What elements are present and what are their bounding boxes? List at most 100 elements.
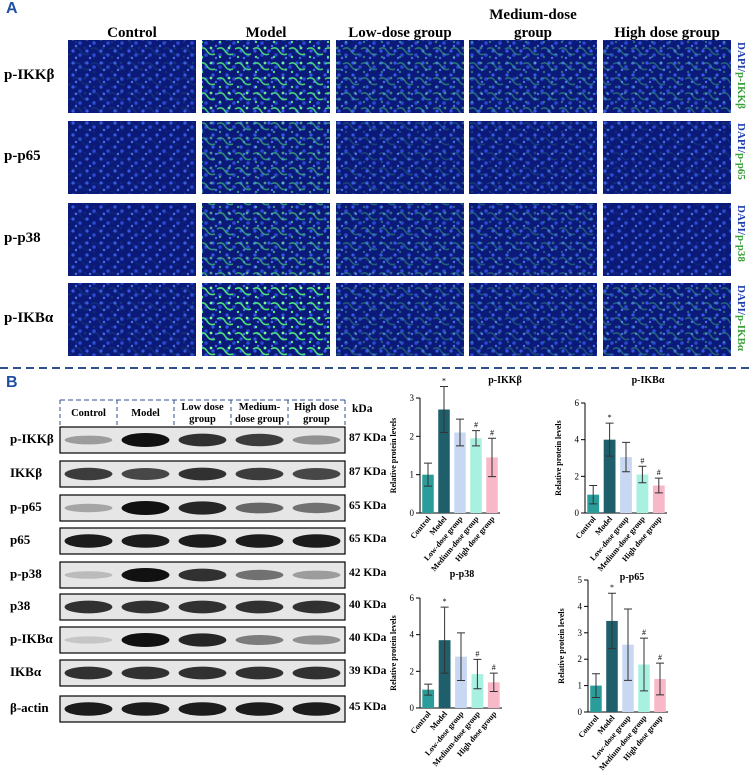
error-bar xyxy=(608,592,616,650)
kda-label: 40 KDa xyxy=(349,599,387,611)
blot-band xyxy=(292,468,341,480)
error-bar xyxy=(592,673,600,698)
group-label: Model xyxy=(131,408,160,419)
kda-label: 87 KDa xyxy=(349,466,387,478)
fluorescence-signal xyxy=(603,121,731,194)
chart-title: p-IKBα xyxy=(632,375,665,386)
blot-band xyxy=(64,503,113,513)
kda-label: 39 KDa xyxy=(349,665,387,677)
blot-band xyxy=(235,534,284,548)
error-bar xyxy=(440,606,449,674)
blot-band xyxy=(121,468,170,480)
fluorescence-signal xyxy=(202,121,330,194)
significance-mark: # xyxy=(640,456,644,465)
significance-mark: * xyxy=(442,377,446,386)
blot-band xyxy=(292,666,341,680)
blot-band xyxy=(121,433,170,447)
stain-part: DAPI/ xyxy=(735,123,747,153)
significance-mark: # xyxy=(492,663,496,672)
blot-band xyxy=(64,702,113,716)
blot-band xyxy=(178,433,227,447)
fluorescence-signal xyxy=(202,40,330,113)
y-tick-label: 3 xyxy=(578,628,583,638)
y-tick-label: 2 xyxy=(578,654,583,664)
y-axis-label: Relative protein levels xyxy=(557,608,566,683)
blot-band xyxy=(64,435,113,445)
bar xyxy=(422,474,434,513)
significance-mark: * xyxy=(608,413,612,422)
chart-title: p-IKKβ xyxy=(488,375,522,386)
significance-mark: # xyxy=(642,628,646,637)
fluorescence-signal xyxy=(202,203,330,276)
stain-part: DAPI/ xyxy=(735,205,747,235)
bar xyxy=(487,682,500,708)
significance-mark: # xyxy=(490,428,494,437)
significance-mark: # xyxy=(475,649,479,658)
y-tick-label: 1 xyxy=(578,681,583,691)
y-tick-label: 5 xyxy=(578,575,583,585)
bar xyxy=(620,457,632,513)
blot-label: p-IKKβ xyxy=(10,431,54,446)
y-tick-label: 0 xyxy=(410,508,415,518)
error-bar xyxy=(457,632,465,681)
error-bar xyxy=(472,430,480,447)
group-label: Medium-dose group xyxy=(234,402,285,425)
kda-label: 65 KDa xyxy=(349,500,387,512)
blot-band xyxy=(235,666,284,680)
bar xyxy=(471,674,484,708)
error-bar xyxy=(488,437,496,478)
column-header: Medium-dose group xyxy=(489,7,577,41)
fluorescence-signal xyxy=(336,203,464,276)
error-bar xyxy=(456,418,464,447)
bar xyxy=(486,457,498,513)
stain-label: DAPI/p-IKBα xyxy=(735,285,747,351)
blot-band xyxy=(235,702,284,716)
blot-band xyxy=(178,702,227,716)
bar xyxy=(438,640,451,708)
bar xyxy=(654,679,666,712)
y-axis-label: Relative protein levels xyxy=(554,420,563,495)
kda-label: 87 KDa xyxy=(349,432,387,444)
blot-band xyxy=(178,600,227,614)
row-label: p-IKBα xyxy=(4,309,54,326)
stain-label: DAPI/p-p65 xyxy=(735,123,747,180)
y-tick-label: 1 xyxy=(410,470,415,480)
error-bar xyxy=(656,662,664,696)
blot-band xyxy=(292,502,341,514)
blot-band xyxy=(235,600,284,614)
blot-band xyxy=(235,467,284,481)
fluorescence-signal xyxy=(336,283,464,356)
column-header: Low-dose group xyxy=(348,25,452,41)
blot-band xyxy=(178,568,227,582)
blot-band xyxy=(121,666,170,680)
kda-header: kDa xyxy=(352,403,373,415)
bar xyxy=(606,620,618,712)
kda-label: 42 KDa xyxy=(349,567,387,579)
blot-band xyxy=(121,633,170,647)
bar xyxy=(652,485,665,513)
stain-part: p-IKBα xyxy=(735,314,747,352)
blot-band xyxy=(121,501,170,515)
blot-band xyxy=(121,568,170,582)
significance-mark: # xyxy=(658,653,662,662)
blot-label: p-IKBα xyxy=(10,631,53,646)
blot-band xyxy=(121,600,170,614)
fluorescence-signal xyxy=(68,40,196,113)
bar xyxy=(454,432,466,513)
blot-band xyxy=(121,534,170,548)
blot-label: IKKβ xyxy=(10,465,43,480)
y-tick-label: 2 xyxy=(410,666,415,676)
y-tick-label: 4 xyxy=(578,601,583,611)
fluorescence-signal xyxy=(469,203,597,276)
stain-part: p-p65 xyxy=(735,152,747,180)
y-tick-label: 4 xyxy=(410,630,415,640)
y-tick-label: 0 xyxy=(410,703,415,713)
group-label: Control xyxy=(71,408,106,419)
y-tick-label: 4 xyxy=(575,435,580,445)
blot-band xyxy=(178,666,227,680)
blot-band xyxy=(121,702,170,716)
kda-label: 40 KDa xyxy=(349,632,387,644)
blot-label: β-actin xyxy=(10,700,49,715)
blot-band xyxy=(292,435,341,445)
stain-part: DAPI/ xyxy=(735,42,747,72)
